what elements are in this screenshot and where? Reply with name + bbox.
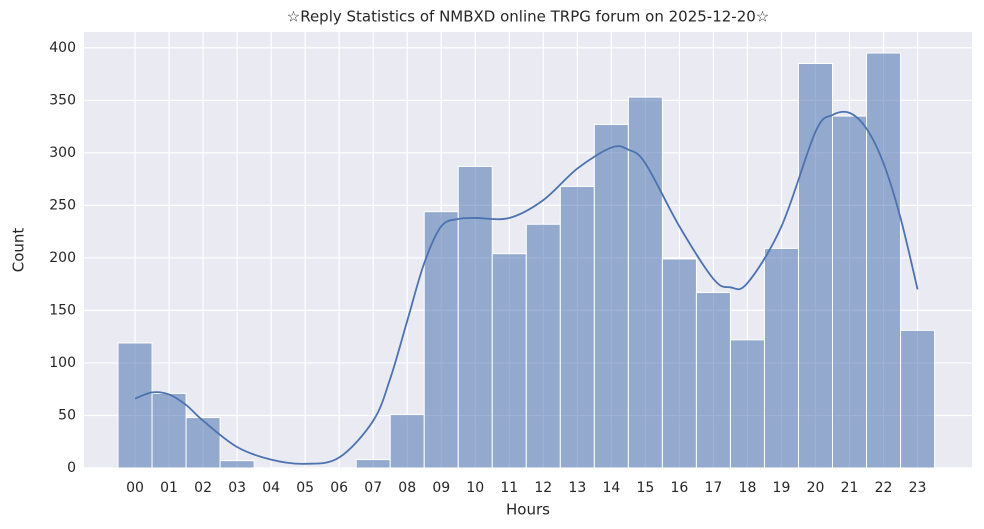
y-tick-label: 100 (49, 355, 76, 371)
bar (695, 292, 731, 469)
x-tick-label: 22 (875, 480, 893, 496)
chart-title: ☆Reply Statistics of NMBXD online TRPG f… (287, 8, 770, 26)
bar (627, 96, 663, 469)
x-tick-label: 23 (909, 480, 927, 496)
x-tick-label: 17 (705, 480, 723, 496)
bar (797, 63, 834, 469)
bar (729, 339, 765, 469)
bar (559, 185, 595, 469)
x-tick-label: 03 (228, 480, 246, 496)
x-tick-label: 21 (841, 480, 859, 496)
x-tick-label: 09 (432, 480, 450, 496)
x-tick-label: 05 (296, 480, 314, 496)
bar (661, 258, 697, 469)
x-tick-label: 18 (739, 480, 757, 496)
bar (900, 329, 936, 469)
x-tick-label: 10 (466, 480, 484, 496)
bar (219, 460, 255, 469)
bar (525, 223, 561, 469)
bar (389, 413, 425, 469)
bar (423, 211, 459, 469)
x-tick-label: 12 (534, 480, 552, 496)
x-tick-label: 20 (807, 480, 825, 496)
x-tick-label: 08 (398, 480, 416, 496)
bar (185, 417, 221, 469)
x-tick-label: 16 (670, 480, 688, 496)
y-tick-label: 250 (49, 197, 76, 213)
x-tick-label: 11 (500, 480, 518, 496)
bar (457, 165, 493, 469)
bar (151, 392, 187, 469)
y-tick-label: 50 (58, 407, 76, 423)
y-axis-label: Count (10, 228, 28, 273)
x-tick-label: 01 (160, 480, 178, 496)
x-tick-label: 13 (568, 480, 586, 496)
y-tick-label: 300 (49, 145, 76, 161)
x-tick-label: 06 (330, 480, 348, 496)
bar (763, 247, 799, 469)
y-tick-label: 400 (49, 40, 76, 56)
x-tick-label: 02 (194, 480, 212, 496)
x-tick-label: 00 (126, 480, 144, 496)
x-tick-label: 07 (364, 480, 382, 496)
x-tick-label: 14 (602, 480, 620, 496)
x-axis-label: Hours (506, 501, 550, 519)
bar (593, 123, 629, 469)
x-tick-label: 19 (773, 480, 791, 496)
bar (832, 115, 868, 469)
y-tick-label: 0 (67, 460, 76, 476)
y-tick-label: 350 (49, 92, 76, 108)
y-tick-label: 200 (49, 250, 76, 266)
bar (866, 52, 902, 469)
kde-line (134, 110, 919, 465)
y-tick-label: 150 (49, 302, 76, 318)
x-tick-label: 15 (636, 480, 654, 496)
bar (491, 253, 527, 469)
bar (117, 342, 153, 469)
x-tick-label: 04 (262, 480, 280, 496)
bar (355, 459, 391, 469)
